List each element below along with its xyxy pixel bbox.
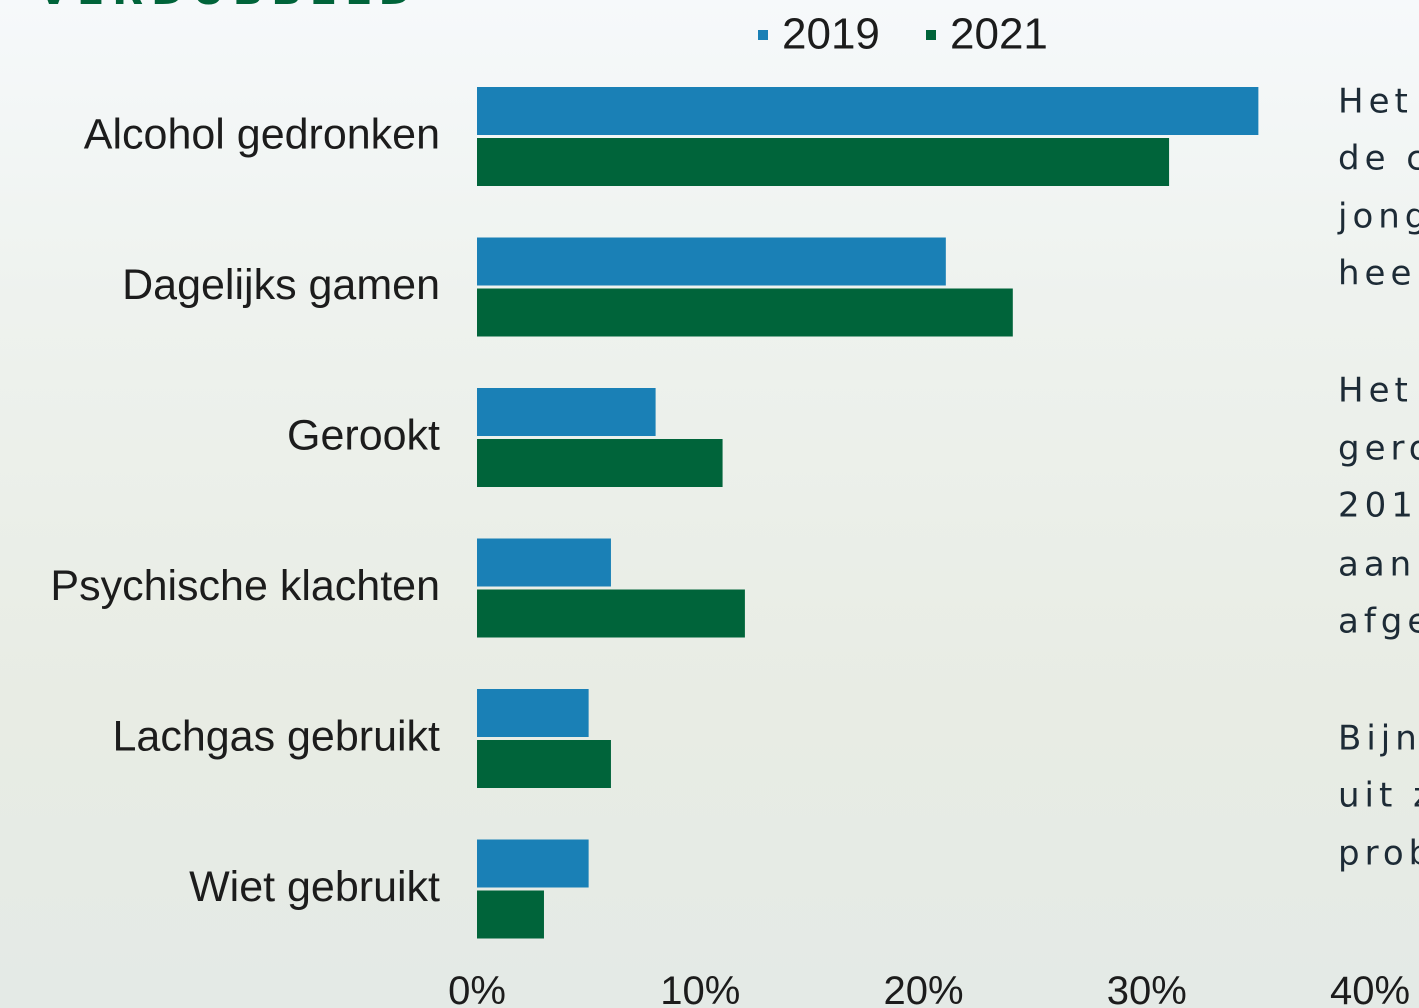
x-tick-label: 10%: [660, 969, 740, 1008]
bar: [477, 289, 1013, 337]
chart: VERDUBBELD Alcohol gedronken Dagelijks ga…: [0, 0, 1419, 1008]
legend-label: 2019: [782, 10, 880, 59]
x-tick-label: 0%: [448, 969, 506, 1008]
bar: [477, 539, 611, 587]
bar: [477, 840, 589, 888]
x-tick-label: 40%: [1330, 969, 1410, 1008]
category-label: Alcohol gedronken: [84, 110, 440, 158]
heading: VERDUBBELD: [38, 0, 420, 14]
bar: [477, 891, 544, 939]
side-text-line: Het: [1338, 82, 1413, 122]
bar: [477, 740, 611, 788]
x-tick-label: 30%: [1107, 969, 1187, 1008]
side-text-line: jong: [1337, 197, 1419, 237]
legend-swatch: [758, 30, 768, 40]
side-text-line: prob: [1338, 834, 1419, 874]
category-label: Dagelijks gamen: [122, 261, 440, 309]
category-label: Wiet gebruikt: [189, 863, 440, 911]
side-text-line: aan: [1338, 545, 1416, 585]
side-text-line: Bijn: [1338, 719, 1419, 759]
bar: [477, 138, 1169, 186]
side-text-line: hee: [1338, 254, 1416, 294]
side-text-line: uit z: [1338, 776, 1419, 816]
bar: [477, 238, 946, 286]
side-text-line: afge: [1338, 602, 1419, 642]
side-text-line: Het: [1338, 371, 1413, 411]
category-label: Psychische klachten: [50, 562, 440, 610]
bar: [477, 689, 589, 737]
legend-swatch: [926, 30, 936, 40]
category-label: Lachgas gebruikt: [113, 712, 441, 760]
bar: [477, 87, 1258, 135]
category-label: Gerookt: [287, 411, 440, 459]
side-text-line: gero: [1338, 429, 1419, 469]
bar: [477, 439, 723, 487]
page: VERDUBBELD Alcohol gedronken Dagelijks ga…: [0, 0, 1419, 1008]
side-text-line: 201: [1338, 486, 1418, 526]
bar: [477, 388, 656, 436]
side-text-line: de c: [1338, 139, 1419, 179]
legend-label: 2021: [950, 10, 1048, 59]
bar: [477, 590, 745, 638]
x-tick-label: 20%: [883, 969, 963, 1008]
